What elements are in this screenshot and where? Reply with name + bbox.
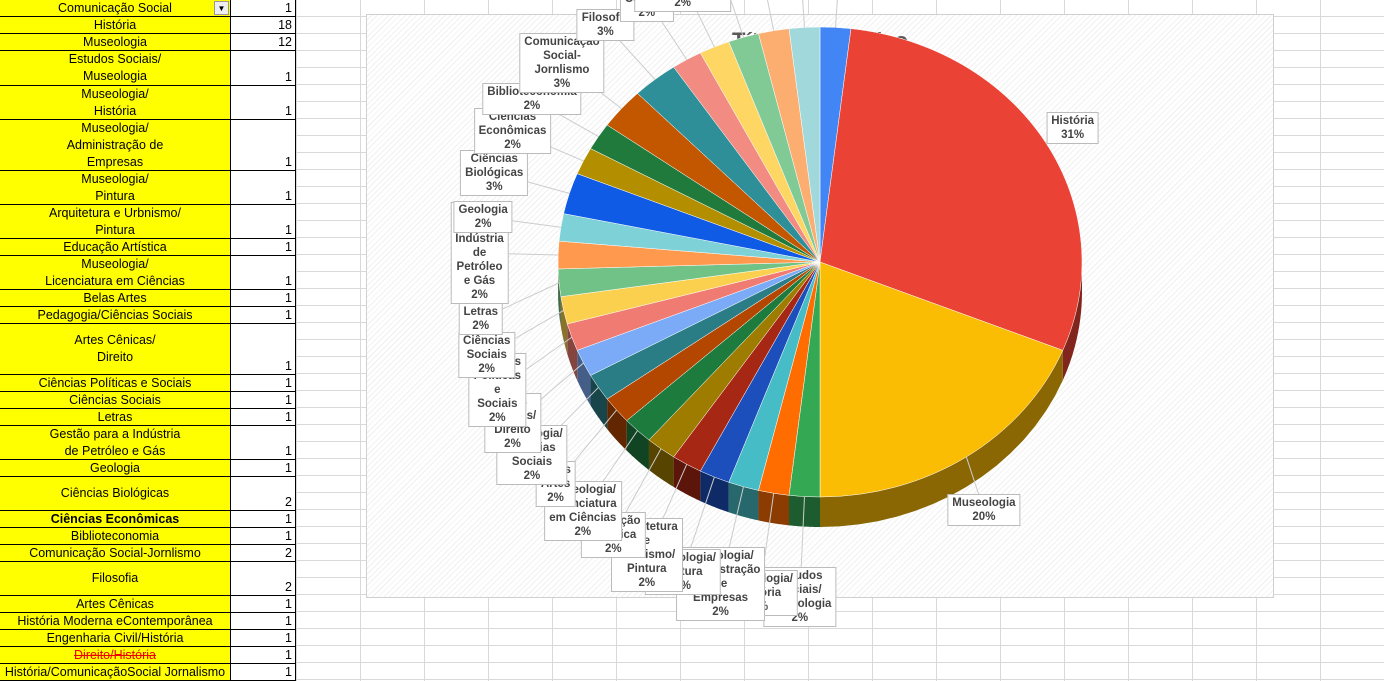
row-label: Ciências Econômicas bbox=[0, 511, 231, 528]
row-value: 1 bbox=[231, 511, 296, 528]
row-value: 1 bbox=[231, 375, 296, 392]
row-label: Artes Cênicas bbox=[0, 596, 231, 613]
label-value: 2% bbox=[586, 542, 640, 556]
row-label: Ciências Políticas e Sociais bbox=[0, 375, 231, 392]
row-label: Ciências Biológicas bbox=[0, 477, 231, 511]
label-category: Geologia bbox=[459, 203, 508, 217]
label-value: 2% bbox=[463, 362, 510, 376]
label-category: Comunicação Social- Jornlismo bbox=[524, 35, 599, 77]
row-value: 1 bbox=[231, 51, 296, 86]
row-value: 1 bbox=[231, 120, 296, 171]
row-value: 1 bbox=[231, 205, 296, 239]
dropdown-button[interactable]: ▼ bbox=[214, 1, 229, 15]
label-category: História bbox=[1051, 114, 1094, 128]
leader-line bbox=[836, 0, 841, 27]
leader-line bbox=[800, 0, 805, 27]
leader-line bbox=[760, 0, 774, 31]
row-label: Museologia/ História bbox=[0, 86, 231, 120]
row-value: 1 bbox=[231, 647, 296, 664]
row-value: 1 bbox=[231, 0, 296, 17]
label-value: 2% bbox=[479, 138, 547, 152]
row-label: Direito/História bbox=[0, 647, 231, 664]
row-value: 1 bbox=[231, 307, 296, 324]
label-value: 20% bbox=[952, 510, 1015, 524]
row-label: Museologia/ Administração de Empresas bbox=[0, 120, 231, 171]
label-value: 2% bbox=[474, 411, 521, 425]
row-value: 1 bbox=[231, 460, 296, 477]
row-label: Biblioteconomia bbox=[0, 528, 231, 545]
label-value: 31% bbox=[1051, 128, 1094, 142]
row-label: Museologia bbox=[0, 34, 231, 51]
row-value: 1 bbox=[231, 426, 296, 460]
row-value: 2 bbox=[231, 477, 296, 511]
row-label: Comunicação Social bbox=[0, 0, 231, 17]
label-value: 2% bbox=[639, 0, 727, 10]
row-value: 12 bbox=[231, 34, 296, 51]
label-value: 2% bbox=[616, 576, 678, 590]
label-category: Letras bbox=[463, 305, 498, 319]
label-value: 2% bbox=[540, 491, 571, 505]
row-label: Ciências Sociais bbox=[0, 392, 231, 409]
label-value: 3% bbox=[582, 25, 629, 39]
label-value: 3% bbox=[465, 180, 523, 194]
row-label: História/ComunicaçãoSocial Jornalismo bbox=[0, 664, 231, 681]
row-value: 1 bbox=[231, 324, 296, 375]
row-label: Pedagogia/Ciências Sociais bbox=[0, 307, 231, 324]
row-label: Museologia/ Pintura bbox=[0, 171, 231, 205]
row-value: 1 bbox=[231, 171, 296, 205]
label-value: 2% bbox=[459, 217, 508, 231]
row-value: 1 bbox=[231, 239, 296, 256]
row-label: Educação Artística bbox=[0, 239, 231, 256]
row-label: Geologia bbox=[0, 460, 231, 477]
row-label: Engenharia Civil/História bbox=[0, 630, 231, 647]
row-value: 1 bbox=[231, 528, 296, 545]
row-value: 2 bbox=[231, 562, 296, 596]
row-label: Filosofia bbox=[0, 562, 231, 596]
label-value: 2% bbox=[463, 319, 498, 333]
row-label: História Moderna eContemporânea bbox=[0, 613, 231, 630]
row-value: 1 bbox=[231, 86, 296, 120]
data-label: História Moderna e Contemporânea2% bbox=[634, 0, 732, 12]
label-value: 2% bbox=[549, 525, 617, 539]
label-category: Ciências Sociais bbox=[463, 334, 510, 362]
label-category: Museologia bbox=[952, 496, 1015, 510]
row-value: 1 bbox=[231, 290, 296, 307]
row-label: Gestão para a Indústria de Petróleo e Gá… bbox=[0, 426, 231, 460]
label-value: 2% bbox=[681, 605, 761, 619]
row-label: Letras bbox=[0, 409, 231, 426]
row-value: 1 bbox=[231, 664, 296, 681]
row-value: 18 bbox=[231, 17, 296, 34]
row-value: 1 bbox=[231, 613, 296, 630]
row-label: História bbox=[0, 17, 231, 34]
row-label: Comunicação Social-Jornlismo bbox=[0, 545, 231, 562]
label-value: 2% bbox=[489, 437, 536, 451]
row-value: 1 bbox=[231, 392, 296, 409]
label-value: 2% bbox=[487, 99, 576, 113]
label-value: 2% bbox=[455, 288, 504, 302]
row-value: 2 bbox=[231, 545, 296, 562]
row-value: 1 bbox=[231, 630, 296, 647]
row-label: Belas Artes bbox=[0, 290, 231, 307]
row-value: 1 bbox=[231, 596, 296, 613]
row-value: 1 bbox=[231, 409, 296, 426]
row-label: Arquitetura e Urbnismo/ Pintura bbox=[0, 205, 231, 239]
row-label: Museologia/ Licenciatura em Ciências bbox=[0, 256, 231, 290]
row-label: Artes Cênicas/ Direito bbox=[0, 324, 231, 375]
label-category: Ciências Biológicas bbox=[465, 152, 523, 180]
label-value: 2% bbox=[501, 469, 562, 483]
row-value: 1 bbox=[231, 256, 296, 290]
row-label: Estudos Sociais/ Museologia bbox=[0, 51, 231, 86]
label-value: 3% bbox=[524, 77, 599, 91]
